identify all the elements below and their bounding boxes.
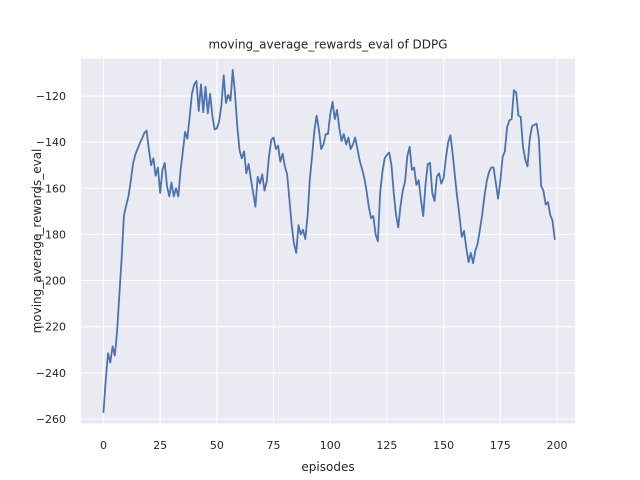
x-tick-labels: 0 25 50 75 100 125 150 175 200 [100,439,568,452]
y-tick-label: −140 [36,136,66,149]
reward-curve-line [102,69,556,413]
y-tick-label: −160 [36,182,66,195]
y-tick-label: −220 [36,321,66,334]
y-tick-labels: −260 −240 −220 −200 −180 −160 −140 −120 [36,90,66,426]
x-axis-label: episodes [301,460,354,474]
x-tick-label: 175 [490,439,511,452]
plot-area [81,58,575,424]
x-tick-label: 200 [546,439,567,452]
x-tick-label: 100 [320,439,341,452]
y-tick-label: −260 [36,413,66,426]
gridlines [81,58,575,424]
x-tick-label: 0 [100,439,107,452]
x-tick-label: 125 [376,439,397,452]
chart-title: moving_average_rewards_eval of DDPG [208,38,447,52]
y-tick-label: −200 [36,275,66,288]
x-tick-label: 50 [210,439,224,452]
x-tick-label: 150 [433,439,454,452]
y-tick-label: −240 [36,367,66,380]
x-tick-label: 25 [153,439,167,452]
y-tick-label: −180 [36,228,66,241]
y-axis-label: moving_average_rewards_eval [30,149,44,334]
x-tick-label: 75 [267,439,281,452]
y-tick-label: −120 [36,90,66,103]
